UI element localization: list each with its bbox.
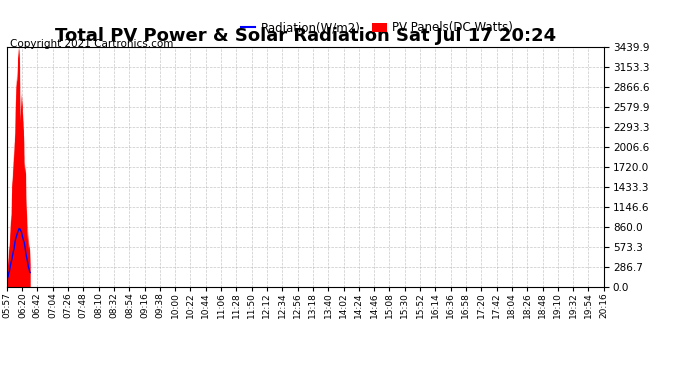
- Text: Copyright 2021 Cartronics.com: Copyright 2021 Cartronics.com: [10, 39, 174, 50]
- Legend: Radiation(W/m2), PV Panels(DC Watts): Radiation(W/m2), PV Panels(DC Watts): [236, 17, 518, 39]
- Title: Total PV Power & Solar Radiation Sat Jul 17 20:24: Total PV Power & Solar Radiation Sat Jul…: [55, 27, 556, 45]
